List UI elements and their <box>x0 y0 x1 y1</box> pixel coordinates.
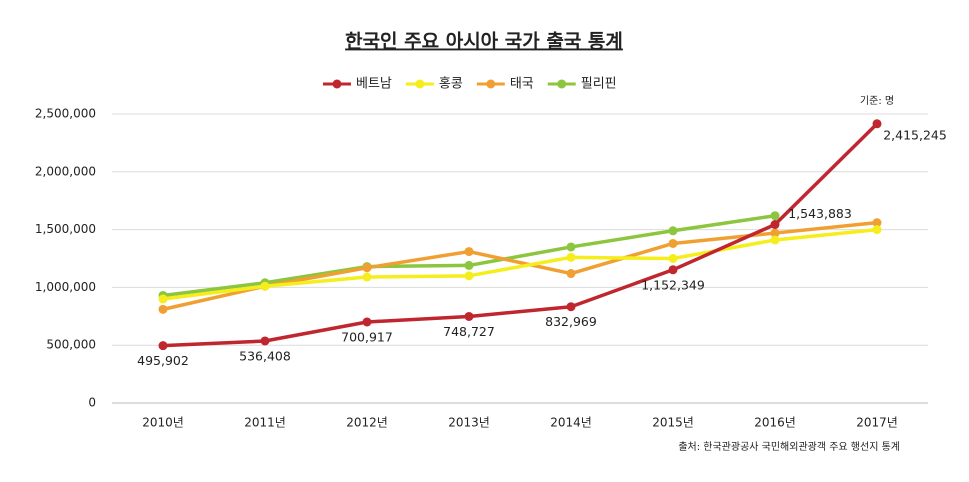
data-label: 748,727 <box>443 324 495 339</box>
data-point <box>872 218 882 228</box>
y-tick-label: 2,000,000 <box>35 164 96 178</box>
data-label: 495,902 <box>137 353 189 368</box>
data-point <box>566 252 576 262</box>
data-point <box>770 235 780 245</box>
data-point <box>668 265 678 275</box>
x-tick-label: 2016년 <box>754 416 796 430</box>
data-point <box>362 263 372 273</box>
data-point <box>770 211 780 221</box>
data-label: 1,543,883 <box>788 206 852 221</box>
data-point <box>872 225 882 235</box>
data-label: 700,917 <box>341 329 393 344</box>
x-tick-label: 2013년 <box>448 416 490 430</box>
data-point <box>770 228 780 238</box>
data-label: 1,152,349 <box>641 277 705 292</box>
data-point <box>464 260 474 270</box>
data-point <box>362 272 372 282</box>
legend-marker <box>557 79 567 89</box>
data-point <box>668 254 678 263</box>
data-point <box>260 281 270 291</box>
x-tick-label: 2010년 <box>142 416 184 430</box>
x-tick-label: 2012년 <box>346 416 388 430</box>
x-tick-label: 2017년 <box>856 416 898 430</box>
data-point <box>770 220 780 230</box>
legend-label: 홍콩 <box>439 77 463 92</box>
data-point <box>362 317 372 327</box>
y-tick-label: 1,000,000 <box>35 280 96 294</box>
data-point <box>566 302 576 312</box>
legend-marker <box>332 79 342 89</box>
x-tick-label: 2011년 <box>244 416 286 430</box>
series-line <box>162 122 879 348</box>
legend-marker <box>486 79 496 89</box>
series-line <box>162 227 878 301</box>
data-point <box>158 294 168 304</box>
legend-label: 베트남 <box>356 77 392 92</box>
data-point <box>464 271 474 281</box>
data-point <box>464 311 474 321</box>
data-point <box>158 304 168 314</box>
data-point <box>158 341 168 351</box>
x-tick-label: 2015년 <box>652 416 694 430</box>
data-point <box>260 336 270 346</box>
data-point <box>668 238 678 248</box>
data-point <box>464 247 474 257</box>
chart-title: 한국인 주요 아시아 국가 출국 통계 <box>345 31 623 53</box>
legend-marker <box>415 79 425 89</box>
legend-label: 필리핀 <box>581 77 617 92</box>
data-point <box>566 269 576 279</box>
y-tick-label: 1,500,000 <box>35 222 96 236</box>
data-label: 536,408 <box>239 348 291 363</box>
data-label: 2,415,245 <box>883 127 947 142</box>
source-note: 출처: 한국관광공사 국민해외관광객 주요 행선지 통계 <box>678 440 900 453</box>
data-point <box>872 119 882 129</box>
y-tick-label: 0 <box>88 396 96 410</box>
data-point <box>668 226 678 236</box>
unit-note: 기준: 명 <box>860 95 894 107</box>
y-tick-label: 500,000 <box>46 338 96 352</box>
y-tick-label: 2,500,000 <box>35 107 96 121</box>
legend-label: 태국 <box>510 77 534 92</box>
x-tick-label: 2014년 <box>550 416 592 430</box>
data-point <box>566 242 576 252</box>
data-label: 832,969 <box>545 314 597 329</box>
